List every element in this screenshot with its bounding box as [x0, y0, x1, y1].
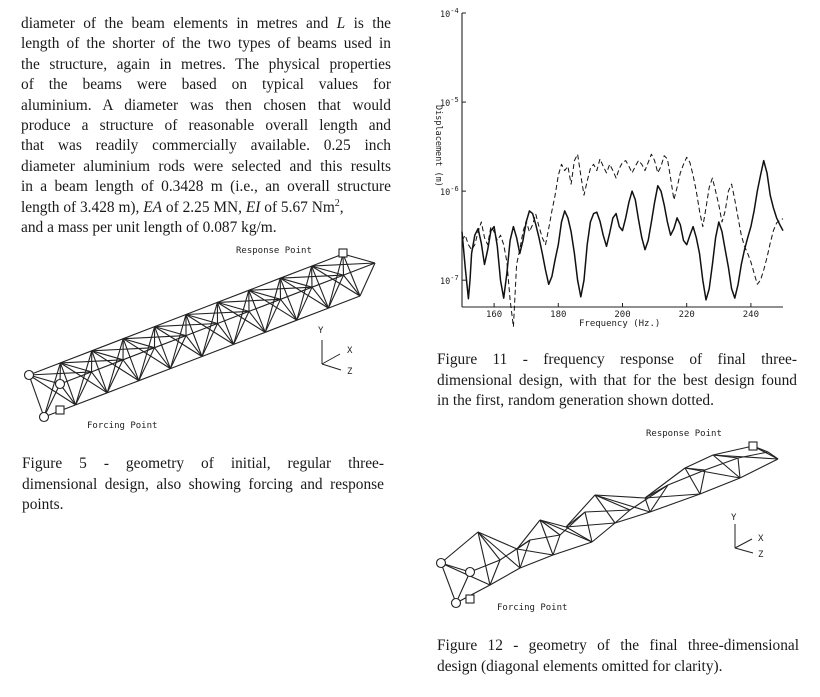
- y-tick-label: 10-6: [440, 185, 459, 198]
- figure5-axis-triad: [321, 340, 342, 371]
- y-tick-label: 10-7: [440, 274, 459, 287]
- body-paragraph: diameter of the beam elements in metres …: [21, 14, 391, 238]
- caption-line: in the first, random generation shown do…: [437, 392, 714, 409]
- figure12-caption: Figure 12 - geometry of the final three-…: [437, 636, 799, 677]
- figure5-axis-y-label: Y: [318, 326, 324, 336]
- figure5-axis-x-label: X: [347, 346, 353, 356]
- support-node-marker: [464, 566, 476, 578]
- paragraph-line: of the beams were based on typical value…: [21, 76, 391, 94]
- paragraph-line: diameter aluminium rods were selected an…: [21, 157, 391, 175]
- figure5-axis-z-label: Z: [347, 367, 353, 377]
- response-point-marker: [748, 441, 758, 451]
- figure12-forcing-label: Forcing Point: [497, 603, 567, 613]
- paragraph-line: diameter of the beam elements in metres …: [21, 15, 392, 32]
- figure12-axis-y-label: Y: [731, 513, 737, 523]
- paragraph-line: aluminium. A diameter was then chosen th…: [21, 96, 391, 114]
- caption-line: Figure 11 - frequency response of final …: [437, 351, 797, 368]
- forcing-point-marker: [55, 405, 65, 415]
- caption-line: design (diagonal elements omitted for cl…: [437, 657, 723, 675]
- y-tick-label: 10-4: [440, 7, 459, 20]
- paragraph-line: length of the shorter of the two types o…: [21, 35, 391, 53]
- x-tick-label: 220: [679, 310, 695, 320]
- support-node-marker: [54, 378, 66, 390]
- paragraph-line: length of 3.428 m), EA of 2.25 MN, EI of…: [21, 197, 344, 216]
- paragraph-line: that was readily commercially available.…: [21, 137, 391, 155]
- caption-line: Figure 12 - geometry of the final three-…: [437, 637, 799, 654]
- figure11-caption: Figure 11 - frequency response of final …: [437, 350, 797, 412]
- figure5-caption: Figure 5 - geometry of initial, regular …: [22, 454, 384, 516]
- support-node-marker: [450, 597, 462, 609]
- support-node-marker: [435, 557, 447, 569]
- caption-line: dimensional design, also showing forcing…: [22, 475, 384, 493]
- figure5-response-label: Response Point: [236, 246, 312, 256]
- chart-x-axis-label: Frequency (Hz.): [579, 319, 660, 329]
- paragraph-line: and a mass per unit length of 0.087 kg/m…: [21, 218, 277, 236]
- response-point-marker: [338, 248, 348, 258]
- x-tick-label: 160: [486, 310, 502, 320]
- caption-line: points.: [22, 496, 64, 513]
- figure12-axis-triad: [734, 524, 754, 554]
- series-line-solid: [461, 159, 784, 301]
- figure12-response-label: Response Point: [646, 429, 722, 439]
- paragraph-line: in a beam length of 0.3428 m (i.e., an o…: [21, 178, 391, 196]
- figure12-axis-x-label: X: [758, 534, 764, 544]
- x-tick-label: 180: [550, 310, 566, 320]
- x-tick-label: 200: [614, 310, 630, 320]
- chart-y-axis-label: Displacement (m): [433, 105, 443, 187]
- forcing-point-marker: [465, 594, 475, 604]
- paragraph-line: produce a structure of reasonable overal…: [21, 116, 391, 134]
- caption-line: Figure 5 - geometry of initial, regular …: [22, 455, 384, 472]
- y-tick-label: 10-5: [440, 96, 459, 109]
- support-node-marker: [23, 369, 35, 381]
- paragraph-line: the structure, again in metres. The phys…: [21, 55, 391, 73]
- x-tick-label: 240: [743, 310, 759, 320]
- series-line-dashed: [461, 153, 784, 328]
- figure5-forcing-label: Forcing Point: [87, 421, 157, 431]
- figure12-axis-z-label: Z: [758, 550, 764, 560]
- support-node-marker: [38, 411, 50, 423]
- caption-line: dimensional design, with that for the be…: [437, 371, 797, 389]
